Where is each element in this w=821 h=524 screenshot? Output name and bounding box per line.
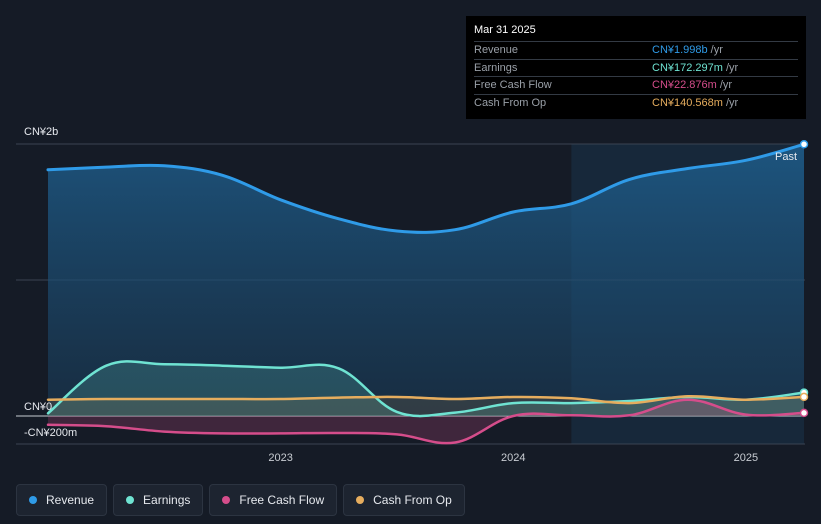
free-cash-flow-dot-icon: [222, 496, 231, 504]
cash-from-op-endpoint: [799, 392, 809, 402]
tooltip-unit: /yr: [719, 79, 733, 92]
legend: Revenue Earnings Free Cash Flow Cash Fro…: [16, 484, 465, 516]
revenue-area: [48, 144, 804, 417]
x-tick-label: 2023: [268, 452, 292, 464]
tooltip-label: Cash From Op: [474, 96, 547, 109]
y-tick-label: -CN¥200m: [24, 427, 77, 439]
past-label: Past: [775, 151, 797, 163]
series-endpoints: [799, 140, 809, 418]
tooltip-unit: /yr: [710, 44, 723, 57]
legend-item-cash-from-op[interactable]: Cash From Op: [343, 484, 465, 516]
y-tick-label: CN¥0: [24, 401, 52, 413]
x-tick-label: 2025: [734, 452, 758, 464]
revenue-line: [46, 142, 806, 234]
tooltip-label: Free Cash Flow: [474, 79, 552, 92]
cash-from-op-area: [48, 396, 804, 416]
legend-item-earnings[interactable]: Earnings: [113, 484, 204, 516]
tooltip-row-revenue: Revenue CN¥1.998b /yr: [474, 41, 798, 59]
free-cash-flow-line: [46, 398, 806, 445]
tooltip-panel: Mar 31 2025 Revenue CN¥1.998b /yr Earnin…: [466, 16, 806, 119]
tooltip-unit: /yr: [725, 96, 739, 109]
axis-labels: CN¥2b CN¥0 -CN¥200m 2023 2024 2025 Past: [24, 126, 797, 464]
tooltip-unit: /yr: [725, 61, 739, 74]
tooltip-value: CN¥172.297m: [652, 61, 723, 74]
legend-label: Cash From Op: [373, 493, 452, 507]
revenue-dot-icon: [29, 496, 37, 504]
free-cash-flow-endpoint: [799, 408, 809, 418]
legend-item-free-cash-flow[interactable]: Free Cash Flow: [209, 484, 338, 516]
legend-label: Earnings: [143, 493, 191, 507]
tooltip-row-earnings: Earnings CN¥172.297m /yr: [474, 58, 798, 77]
tooltip-row-cash-from-op: Cash From Op CN¥140.568m /yr: [474, 93, 798, 112]
cash-from-op-line: [46, 395, 806, 405]
revenue-endpoint: [799, 140, 809, 149]
tooltip-date: Mar 31 2025: [474, 24, 536, 36]
tooltip-label: Earnings: [474, 61, 518, 74]
y-tick-label: CN¥2b: [24, 126, 58, 138]
cash-from-op-dot-icon: [356, 496, 365, 504]
tooltip-label: Revenue: [474, 44, 519, 57]
earnings-dot-icon: [126, 496, 135, 504]
legend-item-revenue[interactable]: Revenue: [16, 484, 108, 516]
tooltip-value: CN¥22.876m: [652, 79, 717, 92]
series-lines: [46, 142, 806, 445]
legend-label: Revenue: [46, 493, 95, 507]
tooltip-row-free-cash-flow: Free Cash Flow CN¥22.876m /yr: [474, 76, 798, 94]
tooltip-value: CN¥1.998b: [652, 44, 708, 57]
tooltip-value: CN¥140.568m: [652, 96, 723, 109]
x-tick-label: 2024: [501, 452, 525, 464]
legend-label: Free Cash Flow: [239, 493, 325, 507]
